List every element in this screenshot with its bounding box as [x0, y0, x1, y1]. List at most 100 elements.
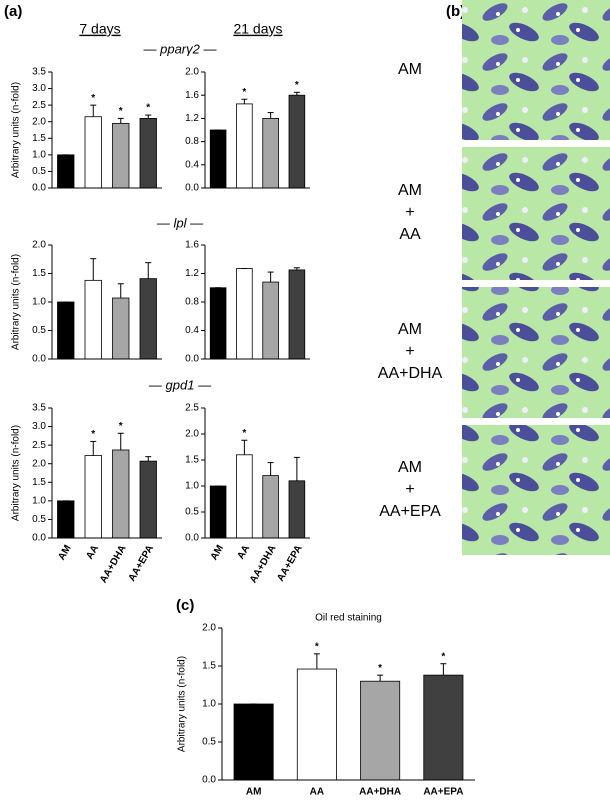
bar: [84, 455, 102, 539]
y-tick-label: 2.0: [202, 623, 216, 634]
bar: [236, 103, 253, 189]
significance: *: [295, 80, 299, 91]
bar: [360, 680, 401, 781]
bar: [112, 297, 130, 360]
x-tick-label: AA+EPA: [423, 787, 463, 798]
bar: [209, 287, 227, 360]
y-tick-label: 1.5: [32, 268, 46, 279]
y-tick-label: 0.5: [32, 166, 46, 177]
x-tick-label: AA: [236, 543, 253, 561]
significance: *: [242, 87, 246, 98]
bar: [139, 118, 157, 189]
y-tick-label: 3.0: [32, 421, 46, 432]
y-tick-label: 1.6: [185, 90, 199, 101]
y-tick-label: 1.0: [32, 297, 46, 308]
x-tick-label: AA: [310, 787, 324, 798]
image-label: AA+EPA: [379, 503, 441, 520]
bar: [139, 460, 157, 539]
y-axis-label: Arbitrary units (n-fold): [177, 656, 188, 752]
panel-label: (b): [446, 3, 465, 20]
y-tick-label: 3.5: [32, 403, 46, 414]
significance: *: [91, 93, 95, 104]
bar: [236, 268, 253, 360]
x-tick-label: AA: [84, 543, 101, 561]
significance: *: [378, 663, 382, 674]
y-axis-label: Arbitrary units (n-fold): [11, 425, 22, 521]
significance: *: [441, 651, 445, 662]
significance: *: [119, 106, 123, 117]
panel-label: (c): [176, 597, 194, 614]
y-tick-label: 0.5: [32, 325, 46, 336]
column-heading: 21 days: [233, 21, 282, 37]
y-tick-label: 0.0: [185, 183, 199, 194]
y-tick-label: 0.4: [185, 159, 199, 170]
y-tick-label: 1.0: [202, 699, 216, 710]
y-tick-label: 0.0: [185, 354, 199, 365]
micrograph: [462, 0, 610, 140]
image-label: +: [405, 204, 414, 221]
bar: [57, 301, 75, 360]
significance: *: [146, 103, 150, 114]
y-tick-label: 0.5: [32, 514, 46, 525]
bar: [209, 129, 227, 189]
bar: [112, 122, 130, 189]
bar: [423, 674, 464, 781]
bar: [296, 668, 337, 781]
y-tick-label: 0.8: [185, 297, 199, 308]
gene-label: — gpd1 —: [148, 377, 212, 392]
image-label: AM: [398, 459, 422, 476]
bar: [84, 279, 102, 360]
y-tick-label: 0.0: [32, 183, 46, 194]
bar: [288, 269, 306, 360]
y-tick-label: 0.4: [185, 325, 199, 336]
x-tick-label: AM: [209, 543, 226, 562]
y-tick-label: 0.0: [32, 354, 46, 365]
significance: *: [242, 428, 246, 439]
y-tick-label: 0.0: [202, 775, 216, 786]
significance: *: [119, 421, 123, 432]
micrograph: [462, 425, 610, 555]
y-tick-label: 1.2: [185, 268, 199, 279]
y-axis-label: Arbitrary units (n-fold): [11, 254, 22, 350]
bar: [233, 703, 274, 781]
bar: [209, 485, 227, 539]
x-tick-label: AM: [246, 787, 262, 798]
image-label: +: [405, 481, 414, 498]
image-label: +: [405, 343, 414, 360]
y-tick-label: 1.6: [185, 240, 199, 251]
x-tick-label: AA+DHA: [248, 543, 279, 585]
y-tick-label: 2.0: [32, 458, 46, 469]
bar: [57, 154, 75, 189]
y-tick-label: 1.2: [185, 113, 199, 124]
bar: [139, 278, 157, 360]
y-tick-label: 1.5: [32, 133, 46, 144]
bar: [288, 94, 306, 189]
x-tick-label: AA+EPA: [275, 543, 305, 583]
image-label: AA+DHA: [378, 365, 443, 382]
y-tick-label: 3.0: [32, 83, 46, 94]
y-tick-label: 2.5: [32, 100, 46, 111]
chart-title: Oil red staining: [315, 613, 382, 624]
micrograph: [462, 287, 610, 418]
image-label: AM: [398, 182, 422, 199]
significance: *: [315, 641, 319, 652]
y-tick-label: 2.5: [185, 403, 199, 414]
x-tick-label: AM: [56, 543, 73, 562]
panel-label: (a): [4, 3, 22, 20]
bar: [262, 281, 279, 360]
y-tick-label: 1.5: [202, 661, 216, 672]
y-axis-label: Arbitrary units (n-fold): [11, 82, 22, 178]
y-tick-label: 1.0: [32, 495, 46, 506]
bar: [288, 480, 306, 539]
y-tick-label: 0.0: [32, 533, 46, 544]
image-label: AM: [398, 61, 422, 78]
significance: *: [91, 429, 95, 440]
y-tick-label: 2.0: [185, 429, 199, 440]
x-tick-label: AA+DHA: [359, 787, 401, 798]
gene-label: — pparγ2 —: [143, 41, 218, 56]
bar: [112, 449, 130, 539]
y-tick-label: 0.0: [185, 533, 199, 544]
y-tick-label: 2.0: [32, 116, 46, 127]
y-tick-label: 1.0: [32, 149, 46, 160]
